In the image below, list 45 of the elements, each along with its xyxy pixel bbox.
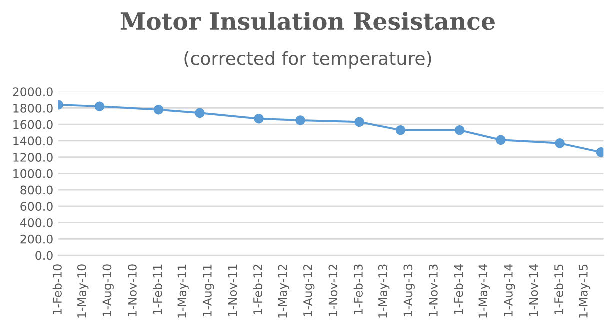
x-tick-label: 1-May-12 — [278, 265, 290, 318]
x-tick-label: 1-Feb-15 — [554, 264, 564, 314]
x-tick-label: 1-Nov-10 — [128, 264, 137, 316]
y-tick-label: 0.0 — [36, 251, 53, 260]
x-tick-label: 1-May-13 — [378, 264, 390, 318]
y-tick-label: 600.0 — [20, 202, 53, 212]
x-tick-label: 1-Feb-10 — [52, 264, 62, 314]
x-tick-label: 1-Nov-14 — [529, 264, 538, 316]
y-tick-label: 400.0 — [20, 218, 53, 228]
y-tick-label: 800.0 — [20, 186, 53, 195]
point — [454, 125, 465, 136]
chart-subtitle: (corrected for temperature) — [184, 51, 432, 69]
x-tick-label: 1-Feb-11 — [153, 264, 162, 314]
y-tick-label: 2000.0 — [13, 88, 53, 97]
x-tick-label: 1-Aug-11 — [203, 264, 214, 316]
x-tick-label: 1-Nov-12 — [328, 265, 338, 316]
x-tick-label: 1-Feb-14 — [454, 264, 464, 314]
point — [396, 125, 406, 136]
x-tick-label: 1-Feb-13 — [354, 264, 363, 314]
point — [195, 108, 205, 118]
chart-title: Motor Insulation Resistance — [120, 12, 495, 30]
x-tick-label: 1-Nov-11 — [228, 264, 238, 316]
y-tick-label: 200.0 — [20, 234, 53, 244]
x-tick-label: 1-Aug-12 — [303, 265, 315, 316]
point — [555, 138, 565, 148]
point — [254, 114, 264, 124]
x-tick-label: 1-Aug-13 — [404, 264, 415, 316]
point — [154, 104, 164, 115]
x-tick-label: 1-Aug-14 — [504, 264, 516, 316]
y-tick-label: 1600.0 — [14, 120, 53, 130]
x-tick-label: 1-May-15 — [579, 264, 590, 318]
y-tick-label: 1800.0 — [14, 104, 53, 113]
x-tick-label: 1-May-10 — [77, 264, 89, 318]
y-tick-label: 1000.0 — [14, 169, 53, 178]
x-tick-label: 1-May-11 — [178, 264, 189, 318]
point — [354, 117, 364, 127]
point — [296, 116, 306, 126]
x-tick-label: 1-Aug-10 — [102, 264, 114, 316]
x-tick-label: 1-Nov-13 — [429, 264, 438, 316]
y-tick-label: 1400.0 — [14, 136, 53, 146]
point — [496, 135, 506, 145]
x-tick-label: 1-Feb-12 — [253, 265, 262, 314]
x-tick-label: 1-May-14 — [478, 264, 490, 318]
y-tick-label: 1200.0 — [14, 153, 53, 162]
point — [94, 102, 105, 112]
